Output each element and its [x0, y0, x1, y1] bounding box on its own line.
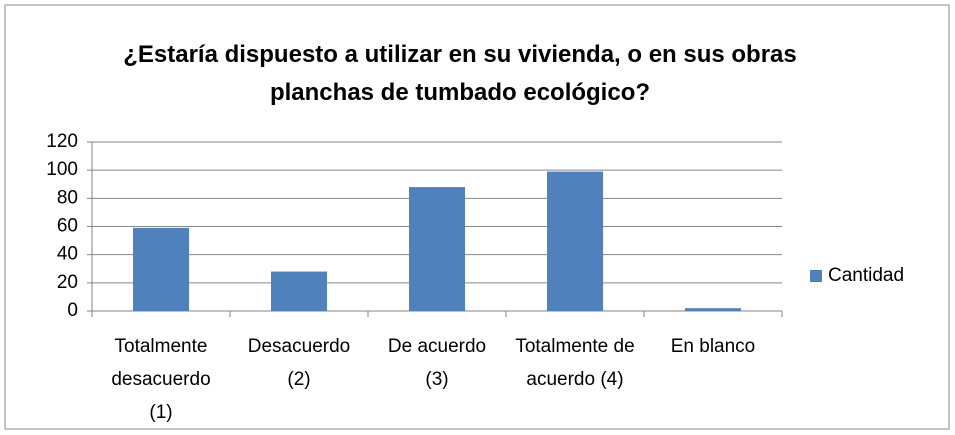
- bar: [409, 187, 465, 311]
- y-tick-label: 40: [57, 244, 78, 265]
- x-tick-label: Totalmente de acuerdo (4): [515, 336, 635, 390]
- legend-swatch: [810, 270, 822, 282]
- legend-label: Cantidad: [828, 265, 904, 286]
- y-tick-label: 60: [57, 216, 78, 237]
- chart-border: [4, 4, 950, 430]
- y-tick-label: 0: [67, 300, 78, 321]
- y-tick-label: 80: [57, 187, 78, 208]
- y-tick-label: 100: [46, 159, 78, 180]
- bar: [133, 227, 189, 311]
- x-tick-label: Totalmente desacuerdo (1): [111, 336, 211, 423]
- y-tick-label: 120: [46, 131, 78, 152]
- bar: [685, 308, 741, 311]
- bar: [271, 271, 327, 311]
- bar: [547, 171, 603, 311]
- x-tick-label: En blanco: [670, 336, 756, 357]
- x-tick-label: De acuerdo (3): [387, 336, 487, 390]
- y-tick-label: 20: [57, 272, 78, 293]
- chart-title: ¿Estaría dispuesto a utilizar en su vivi…: [123, 41, 797, 106]
- x-tick-label: Desacuerdo (2): [247, 336, 351, 390]
